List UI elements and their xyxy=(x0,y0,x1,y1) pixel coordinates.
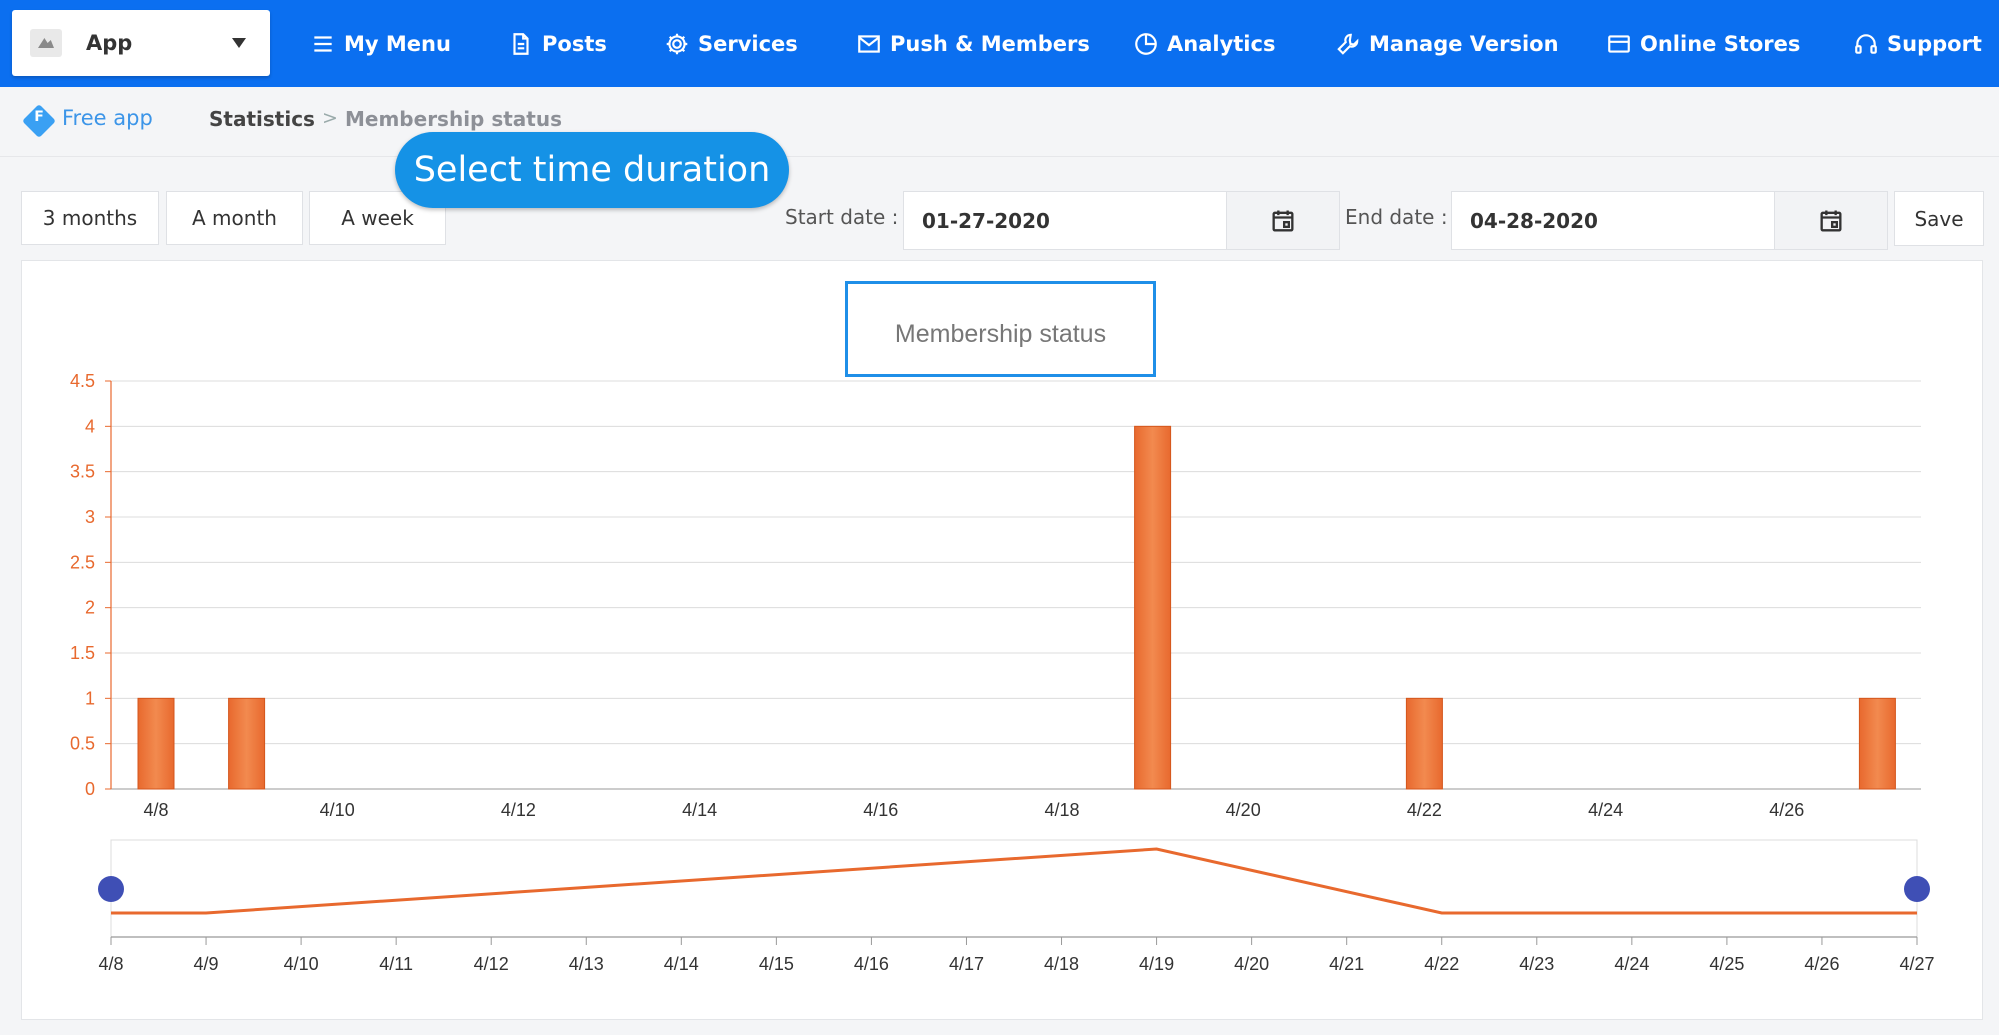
nav-label: Online Stores xyxy=(1640,31,1801,56)
nav-label: Support xyxy=(1887,31,1982,56)
chevron-down-icon xyxy=(232,38,246,48)
navigator-x-label: 4/19 xyxy=(1139,954,1174,974)
start-date-label: Start date : xyxy=(785,205,899,229)
nav-manage-version[interactable]: Manage Version xyxy=(1335,0,1559,87)
wrench-icon xyxy=(1337,33,1359,55)
nav-support[interactable]: Support xyxy=(1853,0,1982,87)
chart-title-highlight xyxy=(845,281,1156,377)
headphones-icon xyxy=(1855,33,1877,54)
x-tick-label: 4/10 xyxy=(320,800,355,820)
range-3-months-button[interactable]: 3 months xyxy=(21,191,159,245)
range-a-month-button[interactable]: A month xyxy=(166,191,303,245)
navigator-x-label: 4/21 xyxy=(1329,954,1364,974)
navigator-x-label: 4/8 xyxy=(98,954,123,974)
navigator-x-label: 4/10 xyxy=(284,954,319,974)
end-date-picker-button[interactable] xyxy=(1774,191,1888,250)
x-tick-label: 4/24 xyxy=(1588,800,1623,820)
y-tick-label: 4 xyxy=(85,416,95,436)
x-tick-label: 4/14 xyxy=(682,800,717,820)
free-app-badge-icon: F xyxy=(22,104,56,138)
y-tick-label: 1 xyxy=(85,688,95,708)
y-tick-label: 2.5 xyxy=(70,552,95,572)
navigator-x-label: 4/17 xyxy=(949,954,984,974)
breadcrumb xyxy=(0,87,1999,157)
document-icon xyxy=(513,32,529,55)
breadcrumb-separator: > xyxy=(322,107,338,129)
x-tick-label: 4/8 xyxy=(143,800,168,820)
y-tick-label: 0 xyxy=(85,779,95,799)
bar-4-27 xyxy=(1858,697,1896,790)
calendar-icon xyxy=(1820,210,1842,231)
menu-icon xyxy=(314,35,332,52)
nav-label: Manage Version xyxy=(1369,31,1559,56)
nav-push-members[interactable]: Push & Members xyxy=(856,0,1090,87)
navigator-x-label: 4/23 xyxy=(1519,954,1554,974)
breadcrumb-current: Membership status xyxy=(345,107,562,131)
x-tick-label: 4/12 xyxy=(501,800,536,820)
y-tick-label: 2 xyxy=(85,598,95,618)
app-name: App xyxy=(86,31,133,55)
navigator-x-label: 4/22 xyxy=(1424,954,1459,974)
end-date-label: End date : xyxy=(1345,205,1448,229)
navigator-x-label: 4/18 xyxy=(1044,954,1079,974)
navigator-frame xyxy=(110,839,1918,938)
save-button[interactable]: Save xyxy=(1894,191,1984,246)
top-navigation-bar xyxy=(0,0,1999,87)
navigator-handle-left[interactable] xyxy=(98,876,124,902)
nav-label: Services xyxy=(698,31,798,56)
navigator-handle-right[interactable] xyxy=(1904,876,1930,902)
nav-label: Push & Members xyxy=(890,31,1090,56)
card-icon xyxy=(1608,34,1630,53)
y-tick-label: 0.5 xyxy=(70,734,95,754)
bar-4-22 xyxy=(1405,697,1443,790)
nav-my-menu[interactable]: My Menu xyxy=(310,0,451,87)
bar-4-19 xyxy=(1134,425,1172,790)
y-tick-label: 4.5 xyxy=(70,371,95,391)
x-tick-label: 4/20 xyxy=(1226,800,1261,820)
bar-4-8 xyxy=(137,697,175,790)
x-tick-label: 4/16 xyxy=(863,800,898,820)
x-tick-label: 4/26 xyxy=(1769,800,1804,820)
x-tick-label: 4/18 xyxy=(1044,800,1079,820)
pie-chart-icon xyxy=(1135,32,1157,55)
nav-label: Analytics xyxy=(1167,31,1276,56)
navigator-x-label: 4/24 xyxy=(1614,954,1649,974)
navigator-x-label: 4/12 xyxy=(474,954,509,974)
bar-4-9 xyxy=(228,697,266,790)
nav-services[interactable]: Services xyxy=(664,0,798,87)
y-tick-label: 1.5 xyxy=(70,643,95,663)
navigator-x-label: 4/13 xyxy=(569,954,604,974)
x-tick-label: 4/22 xyxy=(1407,800,1442,820)
nav-label: Posts xyxy=(542,31,607,56)
nav-label: My Menu xyxy=(344,31,451,56)
nav-online-stores[interactable]: Online Stores xyxy=(1606,0,1800,87)
navigator-x-label: 4/9 xyxy=(194,954,219,974)
free-app-link[interactable]: Free app xyxy=(62,106,153,130)
navigator-x-label: 4/15 xyxy=(759,954,794,974)
navigator-x-label: 4/25 xyxy=(1709,954,1744,974)
nav-posts[interactable]: Posts xyxy=(508,0,607,87)
app-logo-icon xyxy=(30,29,62,57)
app-selector[interactable]: App xyxy=(12,10,270,76)
navigator-line xyxy=(111,847,1917,915)
navigator-x-label: 4/20 xyxy=(1234,954,1269,974)
nav-analytics[interactable]: Analytics xyxy=(1133,0,1275,87)
mail-icon xyxy=(858,34,880,53)
start-date-picker-button[interactable] xyxy=(1226,191,1340,250)
calendar-icon xyxy=(1272,210,1294,231)
y-tick-label: 3 xyxy=(85,507,95,527)
navigator-x-label: 4/14 xyxy=(664,954,699,974)
navigator-x-label: 4/16 xyxy=(854,954,889,974)
navigator-x-label: 4/11 xyxy=(379,954,413,974)
select-time-duration-tooltip: Select time duration xyxy=(395,132,789,208)
chart-title: Membership status xyxy=(894,320,1107,348)
gear-icon xyxy=(666,33,688,54)
breadcrumb-statistics[interactable]: Statistics xyxy=(209,107,315,131)
navigator-x-label: 4/27 xyxy=(1899,954,1934,974)
navigator-x-label: 4/26 xyxy=(1804,954,1839,974)
y-tick-label: 3.5 xyxy=(70,462,95,482)
